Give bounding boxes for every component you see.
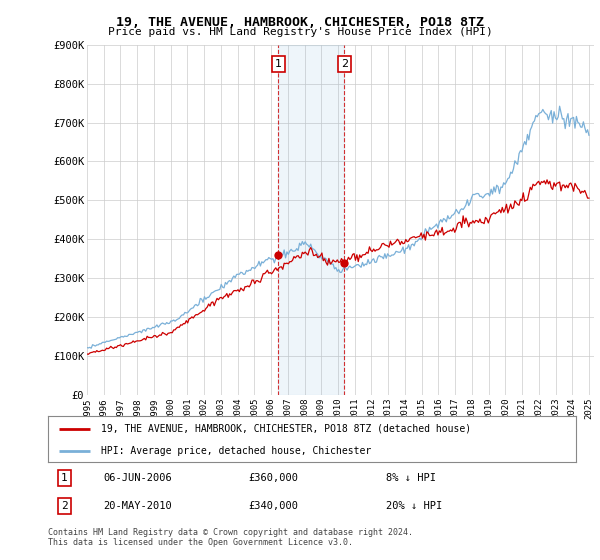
Text: 20% ↓ HPI: 20% ↓ HPI xyxy=(386,501,442,511)
Text: 2: 2 xyxy=(61,501,68,511)
Text: 19, THE AVENUE, HAMBROOK, CHICHESTER, PO18 8TZ: 19, THE AVENUE, HAMBROOK, CHICHESTER, PO… xyxy=(116,16,484,29)
Text: 2: 2 xyxy=(341,59,348,69)
Text: £340,000: £340,000 xyxy=(248,501,299,511)
Text: 06-JUN-2006: 06-JUN-2006 xyxy=(103,473,172,483)
Text: £360,000: £360,000 xyxy=(248,473,299,483)
Text: HPI: Average price, detached house, Chichester: HPI: Average price, detached house, Chic… xyxy=(101,446,371,455)
Text: 20-MAY-2010: 20-MAY-2010 xyxy=(103,501,172,511)
Text: 1: 1 xyxy=(275,59,282,69)
Bar xyxy=(278,45,344,395)
Text: 1: 1 xyxy=(61,473,68,483)
Text: 19, THE AVENUE, HAMBROOK, CHICHESTER, PO18 8TZ (detached house): 19, THE AVENUE, HAMBROOK, CHICHESTER, PO… xyxy=(101,424,471,434)
Text: 8% ↓ HPI: 8% ↓ HPI xyxy=(386,473,436,483)
Text: Price paid vs. HM Land Registry's House Price Index (HPI): Price paid vs. HM Land Registry's House … xyxy=(107,27,493,37)
Text: Contains HM Land Registry data © Crown copyright and database right 2024.
This d: Contains HM Land Registry data © Crown c… xyxy=(48,528,413,547)
